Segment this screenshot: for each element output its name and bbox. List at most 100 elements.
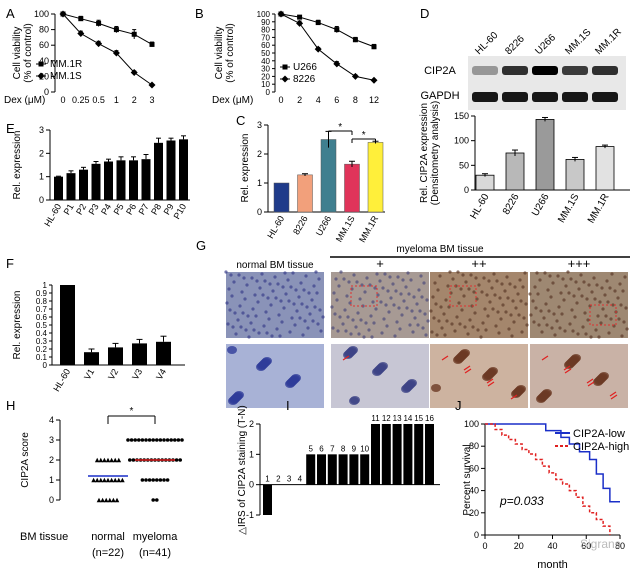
arrow-marker xyxy=(487,381,495,387)
cell-nucleus xyxy=(254,314,258,318)
cell-nucleus xyxy=(446,284,450,288)
cell-nucleus xyxy=(468,318,472,322)
cell-nucleus xyxy=(393,334,397,338)
cell-nucleus xyxy=(457,301,461,305)
cell-nucleus xyxy=(552,312,556,316)
x-tick-label: U266 xyxy=(314,214,333,238)
x-tick-label: MM.1S xyxy=(556,192,582,225)
data-point xyxy=(155,438,159,442)
cell-nucleus xyxy=(391,282,395,286)
cell-nucleus xyxy=(599,372,609,380)
data-point xyxy=(114,497,120,503)
cell-nucleus xyxy=(504,310,508,314)
cell-nucleus xyxy=(483,307,487,311)
cell-nucleus xyxy=(240,290,244,294)
bar xyxy=(367,142,384,213)
data-point xyxy=(147,478,152,482)
y-tick-label: 100 xyxy=(464,419,479,429)
bar-label: 5 xyxy=(308,444,313,453)
p-value: p=0.033 xyxy=(499,494,544,508)
cell-nucleus xyxy=(276,282,280,286)
cell-nucleus xyxy=(450,322,454,326)
blot-band-cip2a xyxy=(472,66,498,75)
cell-nucleus xyxy=(274,296,278,300)
data-point xyxy=(155,478,159,482)
bar xyxy=(475,174,495,191)
cell-nucleus xyxy=(283,271,287,275)
zoom-box xyxy=(350,285,378,307)
cell-nucleus xyxy=(546,288,550,292)
data-point xyxy=(129,438,134,442)
bar xyxy=(91,163,101,200)
data-point xyxy=(96,497,102,503)
cell-nucleus xyxy=(227,346,237,354)
y-tick-label: 0 xyxy=(249,480,254,490)
legend-label: MM.1R xyxy=(50,59,82,70)
panel-label-E: E xyxy=(6,121,15,136)
cell-nucleus xyxy=(364,321,368,325)
bar-label: 13 xyxy=(393,414,402,423)
cell-nucleus xyxy=(251,307,255,311)
panel-label-I: I xyxy=(286,398,290,413)
cell-nucleus xyxy=(466,332,470,336)
cell-nucleus xyxy=(303,319,307,323)
cell-nucleus xyxy=(351,318,355,322)
cell-nucleus xyxy=(535,271,539,275)
data-point xyxy=(144,478,148,482)
cell-nucleus xyxy=(606,300,610,304)
cell-nucleus xyxy=(516,292,520,296)
cell-nucleus xyxy=(342,277,346,281)
cell-nucleus xyxy=(463,325,467,329)
cell-nucleus xyxy=(617,317,621,321)
cell-nucleus xyxy=(462,294,466,298)
cell-nucleus xyxy=(486,314,490,318)
cell-nucleus xyxy=(574,280,578,284)
cell-nucleus xyxy=(444,298,448,302)
cell-nucleus xyxy=(556,274,560,278)
y-axis-label: (Densitometry analysis) xyxy=(430,101,441,205)
cell-nucleus xyxy=(571,329,575,333)
bar xyxy=(116,160,126,200)
data-point xyxy=(111,497,116,503)
data-point xyxy=(112,49,120,57)
cell-nucleus xyxy=(488,367,498,375)
cell-nucleus xyxy=(233,311,237,315)
cell-nucleus xyxy=(395,320,399,324)
y-tick-label: 0.8 xyxy=(36,297,48,306)
cell-nucleus xyxy=(234,332,238,336)
cell-nucleus xyxy=(316,322,320,326)
cell-nucleus xyxy=(577,287,581,291)
cell-nucleus xyxy=(519,299,523,303)
watermark: Sigrans xyxy=(580,537,621,551)
cell-nucleus xyxy=(321,315,325,319)
cell-nucleus xyxy=(576,332,580,336)
cell-nucleus xyxy=(583,311,587,315)
bar xyxy=(320,139,337,213)
y-tick-label: 40 xyxy=(261,57,270,66)
cell-nucleus xyxy=(501,303,505,307)
cell-nucleus xyxy=(318,308,322,312)
panel-label-G: G xyxy=(196,238,206,253)
data-point xyxy=(148,81,156,89)
cell-nucleus xyxy=(359,318,363,322)
cell-nucleus xyxy=(456,270,460,274)
arrow-marker xyxy=(541,355,549,361)
data-point xyxy=(120,477,125,483)
cell-nucleus xyxy=(448,270,452,274)
y-tick-label: 80 xyxy=(39,25,49,35)
bar xyxy=(317,454,326,485)
series-line xyxy=(280,13,375,48)
data-point xyxy=(116,477,122,483)
cell-nucleus xyxy=(553,333,557,337)
legend-marker xyxy=(38,61,44,67)
y-tick-label: 70 xyxy=(261,33,270,42)
bar-label: 4 xyxy=(298,475,303,484)
bar xyxy=(565,159,585,191)
panel-label-H: H xyxy=(6,398,15,413)
cell-nucleus xyxy=(384,303,388,307)
cell-nucleus xyxy=(564,284,568,288)
cell-nucleus xyxy=(372,321,376,325)
cell-nucleus xyxy=(460,308,464,312)
cell-nucleus xyxy=(270,334,274,338)
cell-nucleus xyxy=(407,379,417,387)
